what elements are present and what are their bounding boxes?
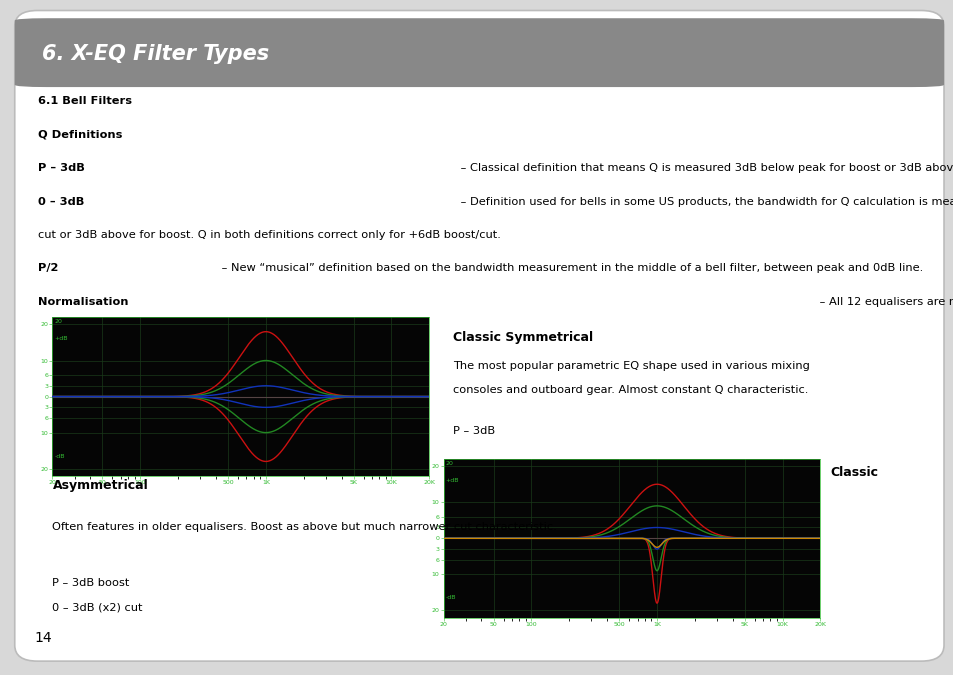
Text: -dB: -dB <box>445 595 456 601</box>
Text: 6. X-EQ Filter Types: 6. X-EQ Filter Types <box>42 44 269 64</box>
Text: – Classical definition that means Q is measured 3dB below peak for boost or 3dB : – Classical definition that means Q is m… <box>456 163 953 173</box>
Text: – All 12 equalisers are normalised to have exactly the same bell shape for +6dB : – All 12 equalisers are normalised to ha… <box>815 297 953 306</box>
Text: +dB: +dB <box>54 336 68 342</box>
Text: P – 3dB: P – 3dB <box>453 426 495 436</box>
Text: P – 3dB boost: P – 3dB boost <box>52 578 130 588</box>
Text: 14: 14 <box>34 631 51 645</box>
Text: 20: 20 <box>445 460 453 466</box>
Text: Q Definitions: Q Definitions <box>38 130 122 140</box>
Text: – Definition used for bells in some US products, the bandwidth for Q calculation: – Definition used for bells in some US p… <box>456 196 953 207</box>
Text: Classic: Classic <box>829 466 877 479</box>
Text: – New “musical” definition based on the bandwidth measurement in the middle of a: – New “musical” definition based on the … <box>217 263 922 273</box>
Text: 6.1 Bell Filters: 6.1 Bell Filters <box>38 97 132 107</box>
Text: 20: 20 <box>54 319 62 324</box>
Text: consoles and outboard gear. Almost constant Q characteristic.: consoles and outboard gear. Almost const… <box>453 385 808 395</box>
Text: Classic Symmetrical: Classic Symmetrical <box>453 331 593 344</box>
Text: P/2: P/2 <box>38 263 58 273</box>
Text: cut or 3dB above for boost. Q in both definitions correct only for +6dB boost/cu: cut or 3dB above for boost. Q in both de… <box>38 230 500 240</box>
Text: -dB: -dB <box>54 454 65 459</box>
FancyBboxPatch shape <box>14 18 943 87</box>
Text: Asymmetrical: Asymmetrical <box>52 479 148 492</box>
Text: P – 3dB: P – 3dB <box>38 163 85 173</box>
Text: 0 – 3dB (x2) cut: 0 – 3dB (x2) cut <box>52 603 143 613</box>
Text: Normalisation: Normalisation <box>38 297 129 306</box>
Text: 0 – 3dB: 0 – 3dB <box>38 196 85 207</box>
Text: +dB: +dB <box>445 478 458 483</box>
Text: The most popular parametric EQ shape used in various mixing: The most popular parametric EQ shape use… <box>453 361 809 371</box>
FancyBboxPatch shape <box>14 11 943 661</box>
Text: Often features in older equalisers. Boost as above but much narrower cut charact: Often features in older equalisers. Boos… <box>52 522 557 532</box>
